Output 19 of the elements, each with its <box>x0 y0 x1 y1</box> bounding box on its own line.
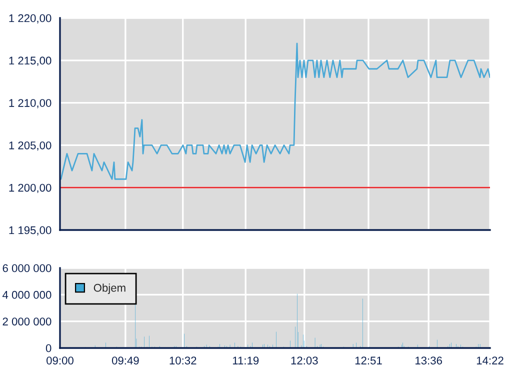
x-tick-label: 11:19 <box>232 356 259 364</box>
y-tick-label: 6 000 000 <box>2 264 52 272</box>
y-tick-label: 1 210,00 <box>9 99 52 108</box>
x-tick-label: 14:22 <box>476 356 504 364</box>
y-tick-label: 4 000 000 <box>2 290 52 299</box>
y-tick-label: 2 000 000 <box>2 318 52 326</box>
x-tick-label: 12:03 <box>291 356 318 364</box>
x-tick-label: 09:49 <box>112 356 139 364</box>
y-tick-label: 0 <box>46 344 52 352</box>
x-tick-label: 09:00 <box>46 356 74 364</box>
x-tick-label: 10:32 <box>170 356 196 364</box>
legend-label: Objem <box>94 284 126 294</box>
y-tick-label: 1 220,00 <box>9 14 52 24</box>
x-tick-label: 12:51 <box>355 356 382 364</box>
y-tick-label: 1 195,00 <box>9 226 52 236</box>
x-tick-label: 13:36 <box>416 356 442 364</box>
y-tick-label: 1 205,00 <box>9 141 52 151</box>
y-tick-label: 1 200,00 <box>9 184 52 194</box>
y-tick-label: 1 215,00 <box>9 56 52 66</box>
